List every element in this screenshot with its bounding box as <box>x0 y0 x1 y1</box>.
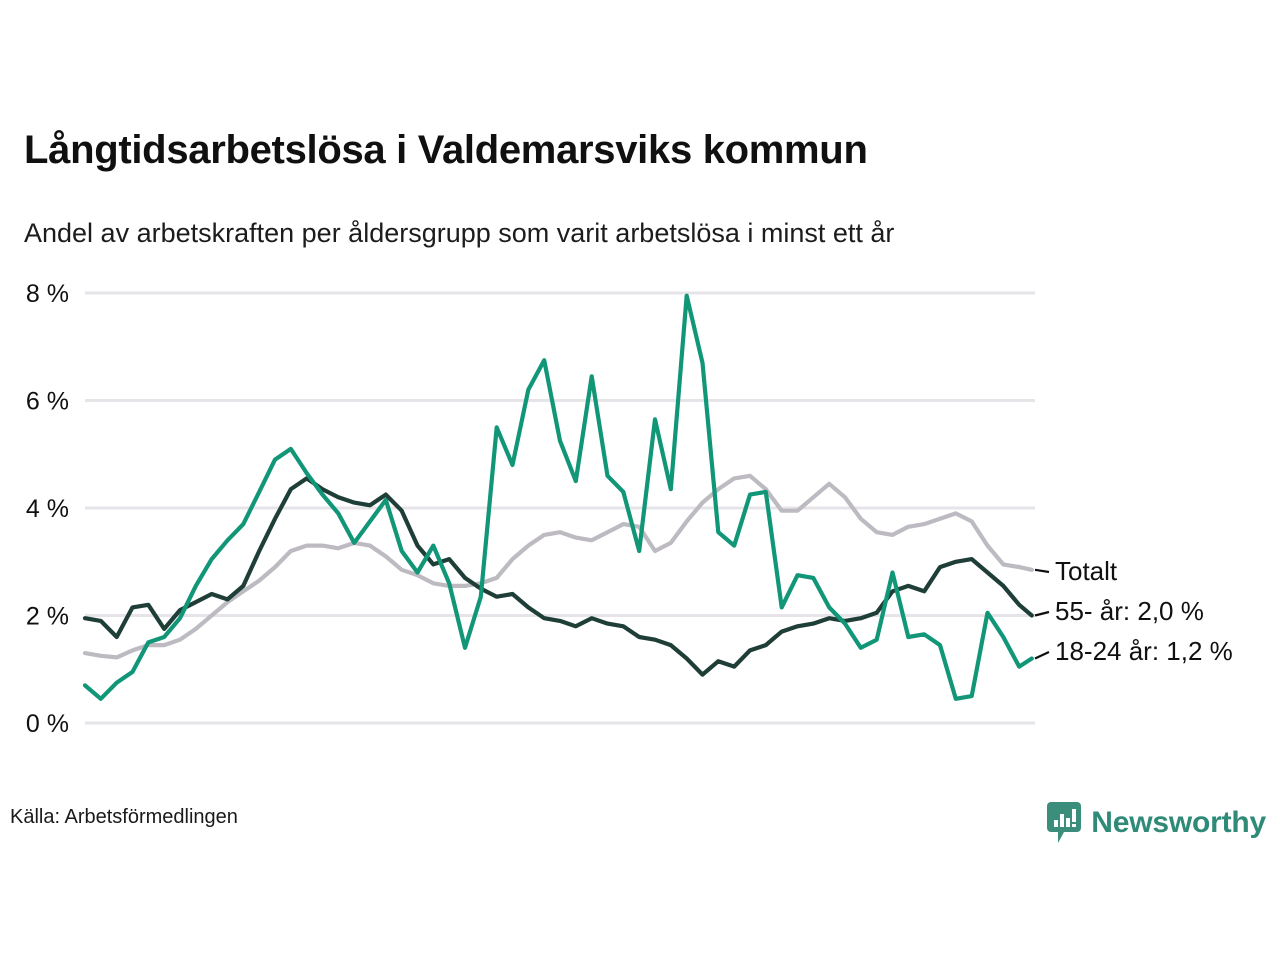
y-axis-labels: 0 % 2 % 4 % 6 % 8 % <box>26 280 69 738</box>
chart-container: 0 %2 %4 %6 %8 % 201020152020apr 2023 Tot… <box>0 280 1280 740</box>
y-axis-tick-label: 0 % <box>26 710 69 738</box>
series-line <box>82 293 1034 701</box>
legend-connector <box>1034 568 1050 574</box>
brand-name: Newsworthy <box>1091 806 1266 839</box>
y-axis-tick-label: 8 % <box>26 280 69 308</box>
legend-connector <box>1034 651 1050 660</box>
series-line <box>82 476 1034 677</box>
series-lines <box>82 293 1034 701</box>
series-line <box>82 473 1034 660</box>
brand-logo: Newsworthy <box>1047 800 1266 846</box>
y-axis-tick-label: 6 % <box>26 388 69 416</box>
legend-connector <box>1034 610 1050 617</box>
page-subtitle: Andel av arbetskraften per åldersgrupp s… <box>24 218 895 248</box>
legend-label-0[interactable]: Totalt <box>1055 556 1118 586</box>
legend: Totalt 55- år: 2,0 % 18-24 år: 1,2 % <box>1034 556 1233 666</box>
bar-chart-speech-bubble-icon <box>1047 802 1082 844</box>
legend-label-2[interactable]: 18-24 år: 1,2 % <box>1055 636 1233 666</box>
y-axis-tick-label: 4 % <box>26 495 69 523</box>
line-chart: 0 %2 %4 %6 %8 % 201020152020apr 2023 Tot… <box>26 280 1233 738</box>
y-axis-tick-label: 2 % <box>26 603 69 631</box>
gridlines <box>85 291 1035 725</box>
page-title: Långtidsarbetslösa i Valdemarsviks kommu… <box>24 128 868 172</box>
source-note: Källa: Arbetsförmedlingen <box>10 806 238 828</box>
legend-label-1[interactable]: 55- år: 2,0 % <box>1055 596 1204 626</box>
